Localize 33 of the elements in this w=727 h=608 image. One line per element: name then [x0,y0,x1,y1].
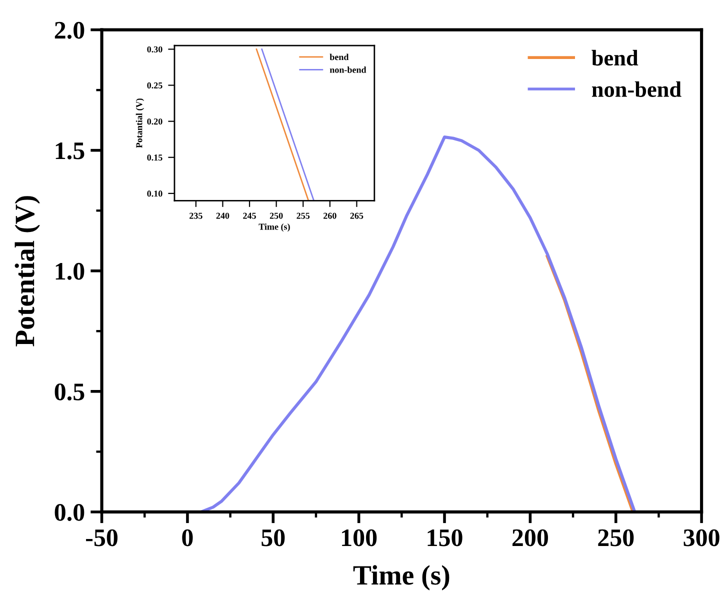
y-tick-label: 0.5 [54,383,84,400]
y-tick-label: 1.5 [56,142,84,160]
x-tick-label: 150 [428,529,462,546]
x-tick-label: 300 [684,529,720,546]
x-tick-label: -50 [86,529,118,546]
x-axis-title: Time (s) [258,223,290,232]
x-tick-label: 235 [190,212,202,219]
y-tick-label: 0.25 [147,82,162,89]
x-axis-title: Time (s) [353,565,450,590]
x-tick-label: 250 [270,212,283,219]
x-tick-label: 255 [296,212,310,219]
legend-label: bend [592,50,638,66]
y-tick-label: 0.15 [147,154,162,161]
x-tick-label: 0 [182,529,193,546]
x-tick-label: 260 [324,212,336,219]
y-tick-label: 0.20 [147,118,162,125]
y-axis-title: Potential (V) [14,196,40,346]
y-tick-label: 2.0 [54,22,84,39]
y-tick-label: 1.0 [56,262,84,280]
legend-label: bend [330,54,349,60]
y-axis-title: Potantial (V) [136,98,144,148]
legend-label: non-bend [592,81,682,97]
x-tick-label: 265 [350,212,364,219]
x-tick-label: 200 [512,529,548,546]
legend-label: non-bend [330,66,366,73]
y-tick-label: 0.30 [147,46,162,52]
x-tick-label: 240 [216,212,230,219]
x-tick-label: 100 [342,529,377,546]
y-tick-label: 0.10 [147,190,162,197]
x-tick-label: 245 [243,212,256,219]
x-tick-label: 50 [262,529,285,546]
x-tick-label: 250 [598,529,634,546]
y-tick-label: 0.0 [54,504,84,521]
